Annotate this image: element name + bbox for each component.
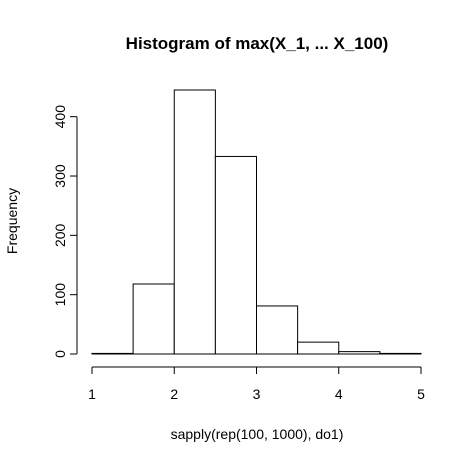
y-tick-label: 200 [52, 223, 68, 247]
histogram-bar [91, 352, 134, 355]
x-tick-label: 1 [88, 386, 96, 402]
bars-group [91, 89, 422, 355]
histogram-bar [338, 351, 381, 355]
histogram-bar [379, 352, 422, 355]
y-tick-label: 400 [52, 105, 68, 129]
histogram-bar [214, 155, 257, 355]
x-tick-label: 3 [253, 386, 261, 402]
x-tick-label: 5 [417, 386, 425, 402]
x-tick-label: 4 [335, 386, 343, 402]
histogram-bar [173, 89, 216, 355]
y-axis-label: Frequency [4, 188, 20, 254]
chart-title: Histogram of max(X_1, ... X_100) [126, 34, 389, 53]
histogram-bar [256, 305, 299, 355]
x-tick-label: 2 [170, 386, 178, 402]
y-tick-label: 100 [52, 283, 68, 307]
x-axis-label: sapply(rep(100, 1000), do1) [171, 426, 344, 442]
histogram-bar [297, 341, 340, 355]
y-axis: 0 100 200 300 400 [52, 105, 78, 358]
y-tick-label: 300 [52, 164, 68, 188]
x-axis: 1 2 3 4 5 [88, 366, 425, 402]
y-tick-label: 0 [52, 350, 68, 358]
histogram-bar [132, 283, 175, 355]
